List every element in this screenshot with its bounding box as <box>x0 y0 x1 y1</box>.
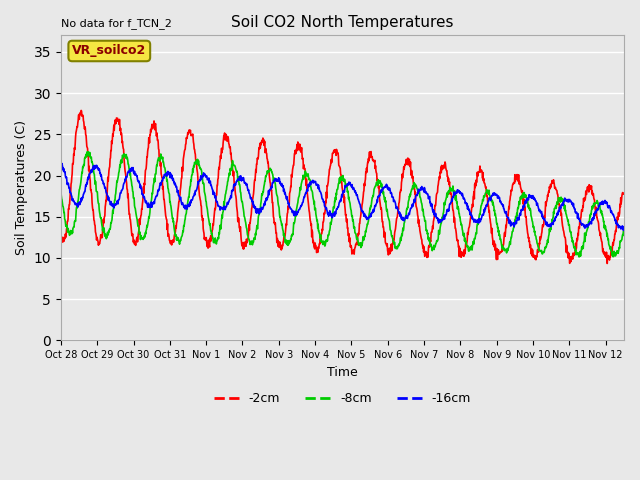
Line: -8cm: -8cm <box>61 152 624 257</box>
Y-axis label: Soil Temperatures (C): Soil Temperatures (C) <box>15 120 28 255</box>
-16cm <box>296 205 304 211</box>
Text: VR_soilco2: VR_soilco2 <box>72 45 147 58</box>
-2cm <box>101 213 109 219</box>
Title: Soil CO2 North Temperatures: Soil CO2 North Temperatures <box>231 15 454 30</box>
X-axis label: Time: Time <box>327 366 358 379</box>
-16cm <box>308 180 316 185</box>
-8cm <box>83 149 91 155</box>
Legend: -2cm, -8cm, -16cm: -2cm, -8cm, -16cm <box>209 387 476 410</box>
-8cm <box>620 228 628 233</box>
-2cm <box>124 195 132 201</box>
-16cm <box>101 185 109 191</box>
-16cm <box>378 188 385 193</box>
-16cm <box>124 169 132 175</box>
-16cm <box>620 228 627 233</box>
-2cm <box>77 108 85 113</box>
-16cm <box>620 226 628 232</box>
-2cm <box>378 207 385 213</box>
-8cm <box>296 185 304 191</box>
Line: -2cm: -2cm <box>61 110 624 264</box>
-16cm <box>58 161 66 167</box>
-8cm <box>318 240 326 245</box>
-8cm <box>57 188 65 193</box>
-8cm <box>575 254 583 260</box>
Line: -16cm: -16cm <box>61 164 624 230</box>
Text: No data for f_TCN_2: No data for f_TCN_2 <box>61 18 172 29</box>
-8cm <box>378 181 385 187</box>
-2cm <box>57 234 65 240</box>
-16cm <box>57 164 65 169</box>
-2cm <box>620 191 628 197</box>
-16cm <box>318 195 326 201</box>
-2cm <box>296 144 304 149</box>
-8cm <box>101 233 109 239</box>
-2cm <box>604 261 611 266</box>
-2cm <box>318 230 326 236</box>
-2cm <box>308 234 316 240</box>
-8cm <box>124 157 132 163</box>
-8cm <box>308 188 316 193</box>
